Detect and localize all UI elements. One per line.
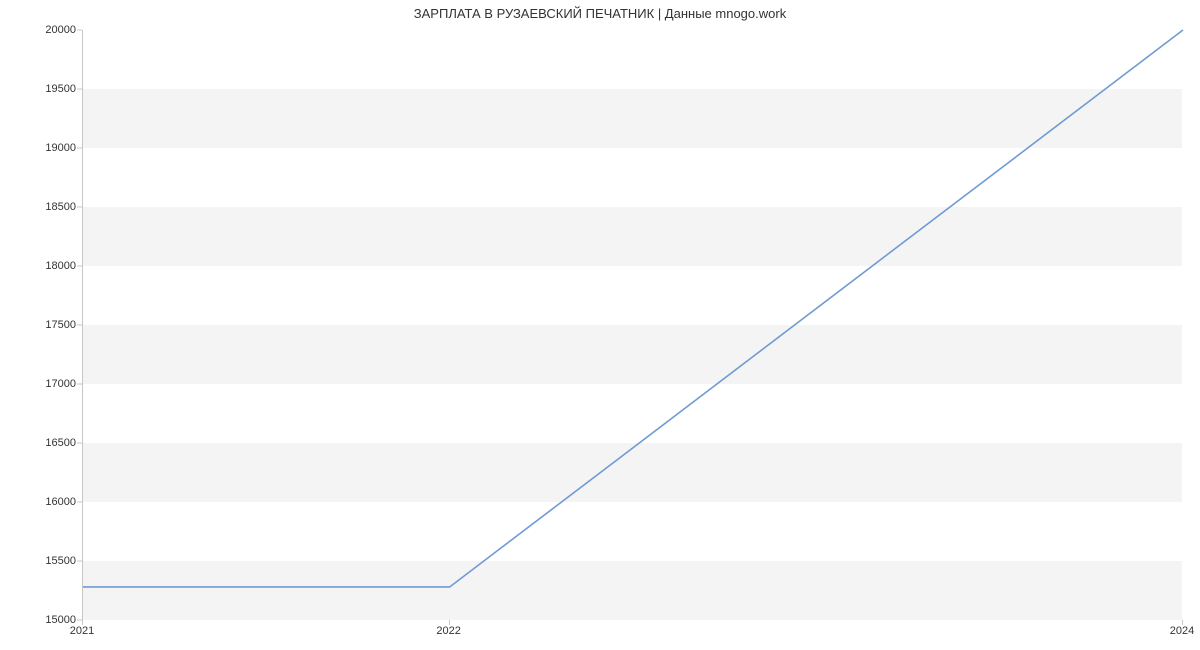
y-tick-mark	[77, 561, 82, 562]
line-series	[83, 30, 1182, 619]
x-tick-label: 2021	[70, 625, 94, 637]
y-tick-mark	[77, 30, 82, 31]
y-tick-label: 16000	[6, 496, 76, 508]
x-tick-label: 2024	[1170, 625, 1194, 637]
y-tick-mark	[77, 443, 82, 444]
y-tick-label: 18500	[6, 201, 76, 213]
y-tick-label: 15000	[6, 614, 76, 626]
chart-container: ЗАРПЛАТА В РУЗАЕВСКИЙ ПЕЧАТНИК | Данные …	[0, 0, 1200, 650]
x-tick-mark	[449, 620, 450, 625]
y-tick-label: 20000	[6, 24, 76, 36]
y-tick-mark	[77, 207, 82, 208]
y-tick-label: 15500	[6, 555, 76, 567]
y-tick-mark	[77, 384, 82, 385]
y-tick-label: 18000	[6, 260, 76, 272]
x-tick-label: 2022	[436, 625, 460, 637]
chart-title: ЗАРПЛАТА В РУЗАЕВСКИЙ ПЕЧАТНИК | Данные …	[0, 6, 1200, 21]
plot-area	[82, 30, 1182, 620]
y-tick-label: 19000	[6, 142, 76, 154]
y-tick-mark	[77, 89, 82, 90]
y-tick-mark	[77, 502, 82, 503]
y-tick-label: 17000	[6, 378, 76, 390]
y-tick-label: 16500	[6, 437, 76, 449]
x-tick-mark	[82, 620, 83, 625]
x-tick-mark	[1182, 620, 1183, 625]
y-tick-mark	[77, 148, 82, 149]
y-tick-label: 19500	[6, 83, 76, 95]
y-tick-mark	[77, 325, 82, 326]
y-tick-mark	[77, 266, 82, 267]
y-tick-label: 17500	[6, 319, 76, 331]
